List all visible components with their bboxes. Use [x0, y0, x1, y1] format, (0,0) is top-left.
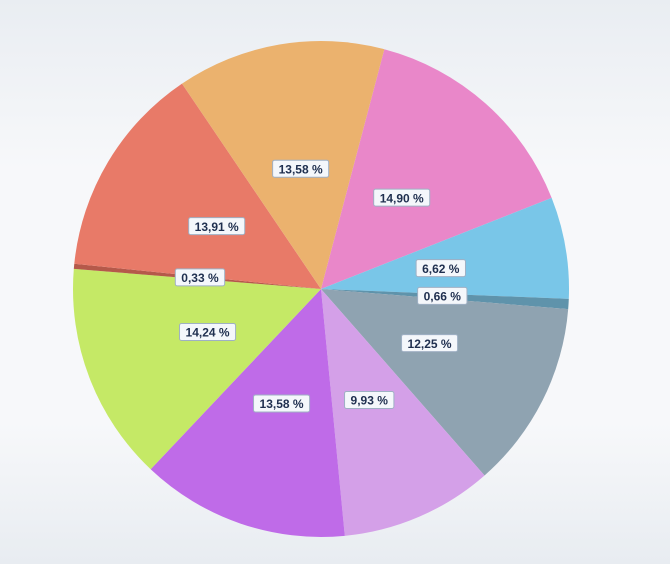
label-box	[253, 394, 311, 413]
data-label-text: 14,90 %	[380, 191, 424, 205]
label-box	[344, 391, 395, 410]
label-box	[174, 268, 226, 287]
pie-slice	[321, 49, 552, 289]
label-box	[417, 286, 468, 305]
data-label: 9,93 %	[344, 391, 395, 410]
data-label-text: 13,91 %	[195, 220, 239, 234]
data-label-text: 9,93 %	[351, 394, 389, 408]
pie-slice	[73, 268, 322, 470]
pie-slice	[321, 197, 569, 299]
data-label: 14,24 %	[179, 323, 237, 342]
pie-slice	[321, 289, 569, 476]
label-box	[373, 188, 431, 207]
label-box	[179, 323, 237, 342]
data-label: 13,58 %	[272, 159, 330, 178]
pie-slice	[74, 83, 322, 289]
data-label: 0,33 %	[174, 268, 226, 287]
data-label: 14,90 %	[373, 188, 431, 207]
data-label: 0,66 %	[417, 286, 468, 305]
data-label: 13,58 %	[253, 394, 311, 413]
label-box	[272, 159, 330, 178]
data-label: 6,62 %	[415, 259, 466, 278]
pie-slice	[321, 289, 485, 536]
data-label-text: 14,24 %	[186, 326, 230, 340]
pie-slice	[150, 289, 345, 537]
data-label-text: 13,58 %	[279, 162, 323, 176]
data-label: 13,91 %	[188, 217, 246, 236]
data-label-text: 0,66 %	[424, 290, 462, 304]
label-box	[188, 217, 246, 236]
label-box	[415, 259, 466, 278]
data-label-text: 6,62 %	[422, 262, 460, 276]
data-label: 12,25 %	[401, 334, 459, 353]
label-box	[401, 334, 459, 353]
data-label-text: 12,25 %	[408, 337, 452, 351]
data-label-text: 13,58 %	[260, 397, 304, 411]
data-label-text: 0,33 %	[181, 271, 219, 285]
